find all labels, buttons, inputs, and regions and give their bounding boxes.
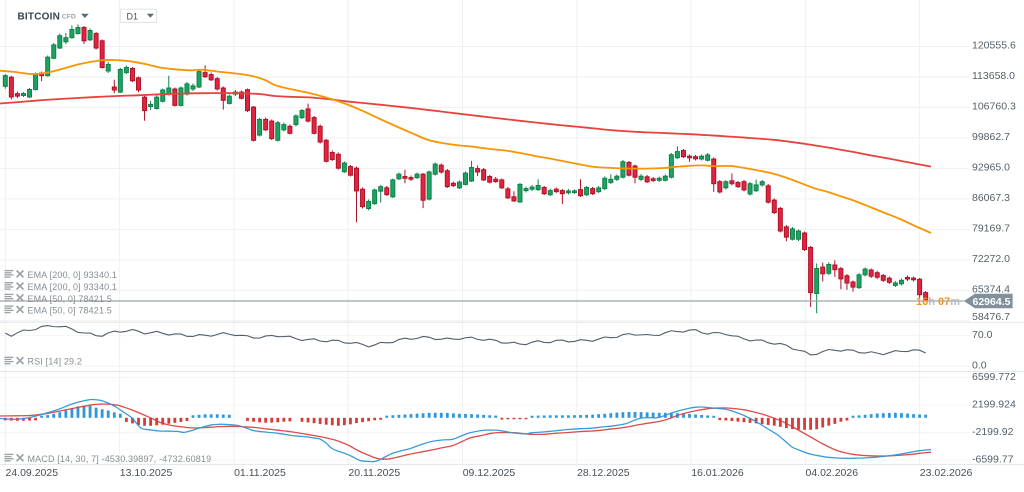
svg-text:106760.3: 106760.3 [972, 101, 1016, 113]
svg-text:65374.4: 65374.4 [972, 284, 1010, 296]
svg-text:99862.7: 99862.7 [972, 131, 1010, 143]
svg-text:EMA [200, 0] 93340.1: EMA [200, 0] 93340.1 [28, 270, 118, 280]
svg-text:86067.3: 86067.3 [972, 192, 1010, 204]
svg-text:-2199.92: -2199.92 [972, 426, 1014, 438]
svg-text:BITCOIN: BITCOIN [18, 12, 61, 23]
svg-text:24.09.2025: 24.09.2025 [6, 467, 59, 479]
svg-text:EMA [200, 0] 93340.1: EMA [200, 0] 93340.1 [28, 282, 118, 292]
svg-text:EMA [50, 0] 78421.5: EMA [50, 0] 78421.5 [28, 294, 112, 304]
svg-text:62964.5: 62964.5 [973, 296, 1011, 308]
svg-text:01.11.2025: 01.11.2025 [234, 467, 286, 479]
svg-text:28.12.2025: 28.12.2025 [577, 467, 630, 479]
svg-text:72272.0: 72272.0 [972, 253, 1010, 265]
svg-text:EMA [50, 0] 78421.5: EMA [50, 0] 78421.5 [28, 306, 112, 316]
svg-text:CFD: CFD [62, 13, 76, 20]
svg-text:2199.924: 2199.924 [972, 398, 1016, 410]
svg-text:0.0: 0.0 [972, 360, 987, 372]
svg-text:120555.6: 120555.6 [972, 40, 1016, 52]
svg-text:09.12.2025: 09.12.2025 [463, 467, 516, 479]
svg-text:20.11.2025: 20.11.2025 [348, 467, 400, 479]
svg-text:6599.772: 6599.772 [972, 371, 1016, 383]
svg-text:113658.0: 113658.0 [972, 70, 1015, 82]
svg-text:16.01.2026: 16.01.2026 [691, 467, 744, 479]
svg-text:04.02.2026: 04.02.2026 [806, 467, 859, 479]
svg-text:70.0: 70.0 [972, 329, 993, 341]
svg-text:58476.7: 58476.7 [972, 311, 1010, 323]
svg-text:23.02.2026: 23.02.2026 [920, 467, 973, 479]
svg-text:-6599.77: -6599.77 [972, 453, 1014, 465]
svg-text:92965.0: 92965.0 [972, 162, 1010, 174]
svg-text:13.10.2025: 13.10.2025 [120, 467, 173, 479]
svg-text:D1: D1 [127, 11, 139, 21]
svg-text:16h 07m: 16h 07m [916, 296, 960, 308]
svg-text:79169.7: 79169.7 [972, 223, 1010, 235]
svg-text:RSI [14] 29.2: RSI [14] 29.2 [28, 357, 82, 367]
svg-text:MACD [14, 30, 7] -4530.39897,: MACD [14, 30, 7] -4530.39897, -4732.6081… [28, 454, 212, 464]
